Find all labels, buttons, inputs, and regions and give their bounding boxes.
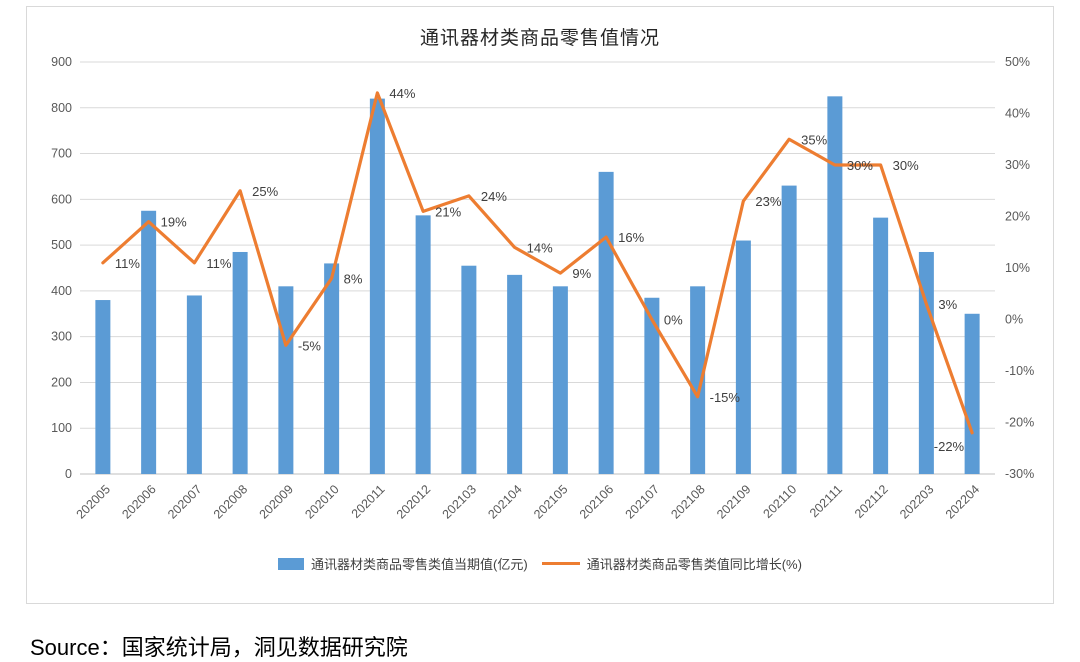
chart-svg: 0 100 200 300 400 500 600 700 800 900 -30% -20% -10%… — [51, 55, 1034, 522]
svg-text:202105: 202105 — [531, 482, 570, 521]
svg-text:600: 600 — [51, 192, 72, 206]
svg-text:202112: 202112 — [852, 482, 891, 521]
svg-text:202008: 202008 — [211, 482, 250, 521]
svg-text:202111: 202111 — [807, 482, 845, 520]
svg-text:0%: 0% — [1005, 313, 1023, 327]
svg-text:23%: 23% — [755, 194, 781, 209]
legend-item-line: 通讯器材类商品零售类值同比增长(%) — [541, 554, 802, 573]
svg-text:-22%: -22% — [934, 439, 965, 454]
svg-text:200: 200 — [51, 375, 72, 389]
svg-text:30%: 30% — [893, 158, 919, 173]
svg-text:11%: 11% — [115, 256, 140, 271]
svg-text:202108: 202108 — [668, 482, 707, 521]
svg-text:-30%: -30% — [1005, 467, 1034, 481]
svg-text:40%: 40% — [1005, 107, 1030, 121]
svg-text:0%: 0% — [664, 313, 683, 328]
svg-text:300: 300 — [51, 330, 72, 344]
svg-text:202203: 202203 — [897, 482, 936, 521]
svg-text:202107: 202107 — [623, 482, 662, 521]
svg-text:20%: 20% — [1005, 210, 1030, 224]
svg-text:0: 0 — [65, 467, 72, 481]
svg-text:16%: 16% — [618, 230, 644, 245]
svg-text:800: 800 — [51, 101, 72, 115]
legend-line-label: 通讯器材类商品零售类值同比增长(%) — [586, 557, 802, 572]
svg-text:202009: 202009 — [257, 482, 296, 521]
svg-text:10%: 10% — [1005, 261, 1030, 275]
svg-text:202005: 202005 — [74, 482, 113, 521]
svg-text:202109: 202109 — [714, 482, 753, 521]
svg-text:30%: 30% — [1005, 158, 1030, 172]
legend-bar-label: 通讯器材类商品零售类值当期值(亿元) — [311, 557, 528, 572]
svg-text:8%: 8% — [344, 271, 363, 286]
svg-text:21%: 21% — [435, 204, 461, 219]
line-series-swatch — [541, 562, 580, 565]
source-caption: Source：国家统计局，洞见数据研究院 — [30, 635, 408, 660]
chart-legend: 通讯器材类商品零售类值当期值(亿元) 通讯器材类商品零售类值同比增长(%) — [27, 554, 1053, 573]
svg-text:202006: 202006 — [119, 482, 158, 521]
svg-text:500: 500 — [51, 238, 72, 252]
svg-text:11%: 11% — [206, 256, 231, 271]
svg-text:202011: 202011 — [349, 482, 388, 521]
svg-text:44%: 44% — [389, 86, 415, 101]
svg-text:202104: 202104 — [485, 482, 524, 521]
bar-series-swatch — [278, 557, 305, 570]
svg-text:202012: 202012 — [394, 482, 433, 521]
chart-card: 通讯器材类商品零售值情况 0 100 200 300 400 500 600 700 800 90… — [26, 6, 1054, 604]
svg-text:-10%: -10% — [1005, 364, 1034, 378]
svg-text:24%: 24% — [481, 189, 507, 204]
svg-text:3%: 3% — [938, 297, 957, 312]
svg-text:202010: 202010 — [302, 482, 341, 521]
svg-text:35%: 35% — [801, 132, 827, 147]
svg-text:-5%: -5% — [298, 338, 322, 353]
svg-text:-15%: -15% — [710, 390, 741, 405]
svg-text:14%: 14% — [527, 240, 553, 255]
chart-plot-area: 0 100 200 300 400 500 600 700 800 900 -30% -20% -10%… — [30, 50, 1050, 552]
svg-text:50%: 50% — [1005, 55, 1030, 69]
svg-text:19%: 19% — [161, 215, 187, 230]
svg-text:400: 400 — [51, 284, 72, 298]
svg-text:900: 900 — [51, 55, 72, 69]
svg-text:30%: 30% — [847, 158, 873, 173]
svg-text:9%: 9% — [572, 266, 591, 281]
legend-item-bar: 通讯器材类商品零售类值当期值(亿元) — [278, 554, 528, 573]
svg-text:202106: 202106 — [577, 482, 616, 521]
svg-text:202103: 202103 — [440, 482, 479, 521]
svg-text:100: 100 — [51, 421, 72, 435]
svg-text:202110: 202110 — [760, 482, 799, 521]
svg-text:202007: 202007 — [165, 482, 204, 521]
svg-text:-20%: -20% — [1005, 416, 1034, 430]
svg-text:700: 700 — [51, 147, 72, 161]
chart-title: 通讯器材类商品零售值情况 — [419, 28, 660, 49]
svg-text:202204: 202204 — [943, 482, 982, 521]
svg-text:25%: 25% — [252, 184, 278, 199]
